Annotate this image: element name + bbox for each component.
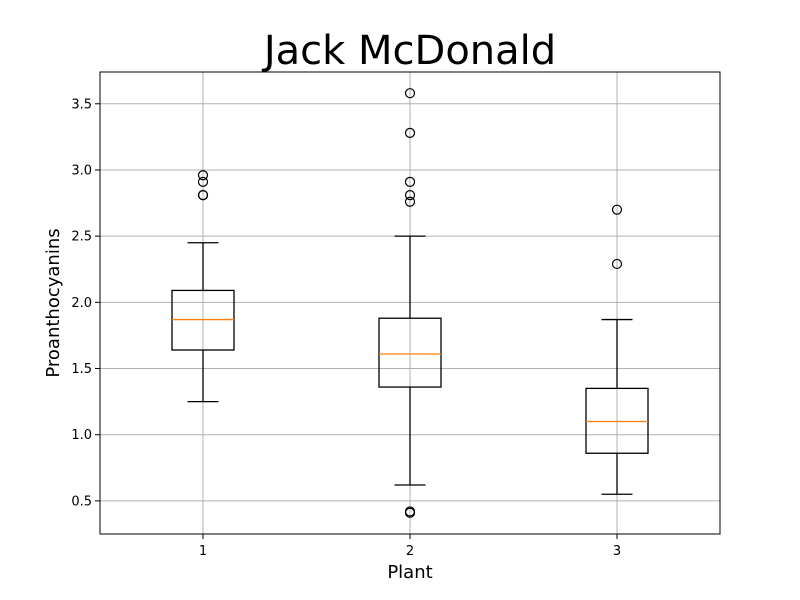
y-tick-label: 1.5 — [71, 362, 92, 377]
outlier-point — [197, 176, 209, 187]
y-tick-label: 2.0 — [71, 296, 92, 311]
box-group-3 — [585, 204, 649, 495]
iqr-box — [585, 387, 649, 454]
y-axis-label: Proanthocyanins — [43, 228, 64, 377]
x-tick-label: 1 — [199, 544, 207, 559]
box-group-2 — [378, 88, 442, 518]
x-axis-label: Plant — [387, 562, 432, 583]
outlier-point — [404, 190, 416, 201]
iqr-box — [378, 317, 442, 388]
outlier-point — [404, 176, 416, 187]
y-tick-label: 2.5 — [71, 230, 92, 245]
outlier-point — [197, 170, 209, 181]
iqr-box — [171, 289, 235, 351]
outlier-point — [404, 507, 416, 518]
outlier-point — [197, 190, 209, 201]
outlier-point — [611, 258, 623, 270]
y-tick-label: 1.0 — [71, 428, 92, 443]
y-tick-label: 0.5 — [71, 494, 92, 509]
boxes-layer — [171, 88, 649, 518]
outlier-point — [404, 88, 416, 99]
y-tick-label: 3.5 — [71, 97, 92, 112]
x-tick-label: 3 — [613, 544, 621, 559]
outlier-point — [404, 196, 416, 207]
outlier-point — [611, 204, 623, 215]
outlier-point — [404, 127, 416, 138]
y-tick-label: 3.0 — [71, 163, 92, 178]
x-tick-label: 2 — [406, 544, 414, 559]
ticks-layer: 0.5 1.0 1.5 2.0 2.5 3.0 3.5 1 2 3 — [71, 97, 621, 559]
chart-title: Jack McDonald — [261, 28, 556, 74]
box-group-1 — [171, 170, 235, 403]
